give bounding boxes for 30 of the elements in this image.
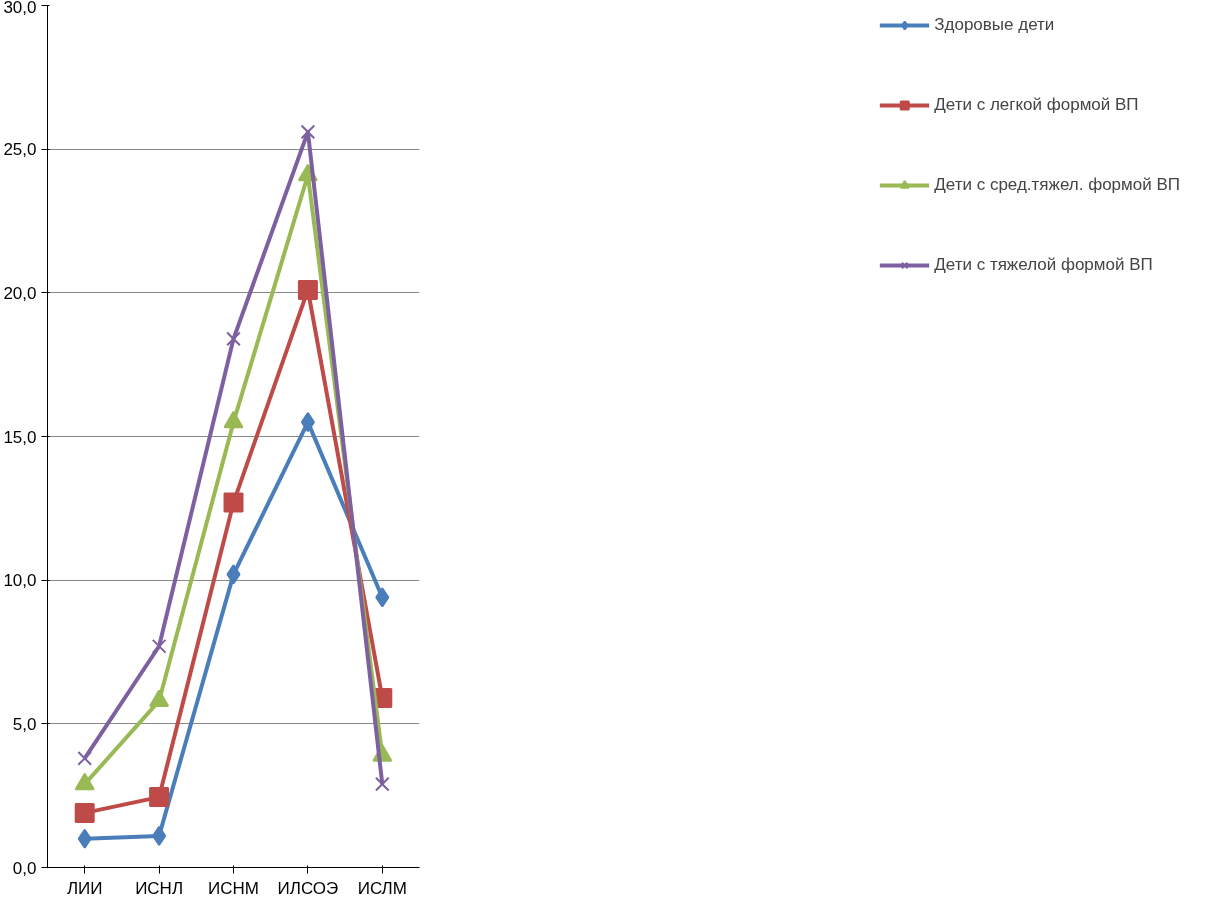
point bbox=[77, 750, 93, 766]
y-tick-label: 20,0 bbox=[3, 283, 37, 303]
point bbox=[226, 564, 241, 585]
point bbox=[152, 825, 167, 846]
y-tick-label: 10,0 bbox=[3, 571, 37, 591]
point bbox=[74, 802, 95, 823]
legend-label: Дети с легкой формой ВП bbox=[934, 95, 1139, 115]
point bbox=[300, 124, 316, 140]
x-tick-label: ЛИИ bbox=[66, 878, 103, 898]
point bbox=[300, 412, 315, 433]
point bbox=[297, 279, 318, 300]
y-tick-label: 15,0 bbox=[3, 427, 37, 447]
point bbox=[151, 638, 167, 654]
point bbox=[226, 331, 241, 347]
point bbox=[149, 787, 170, 808]
legend-label: Здоровые дети bbox=[934, 15, 1055, 35]
y-tick-label: 30,0 bbox=[3, 0, 37, 17]
x-tick-label: ИСНМ bbox=[208, 878, 259, 898]
legend-label: Дети с сред.тяжел. формой ВП bbox=[934, 175, 1180, 195]
point bbox=[223, 492, 244, 513]
y-tick-label: 5,0 bbox=[12, 714, 37, 734]
point bbox=[375, 587, 390, 608]
point bbox=[77, 828, 92, 849]
legend-label: Дети с тяжелой формой ВП bbox=[934, 255, 1153, 275]
x-tick-label: ИЛСОЭ bbox=[277, 878, 339, 898]
y-tick-label: 25,0 bbox=[3, 140, 37, 160]
x-tick-label: ИСНЛ bbox=[135, 878, 184, 898]
y-tick-label: 0,0 bbox=[12, 858, 37, 878]
point bbox=[374, 776, 390, 792]
x-tick-label: ИСЛМ bbox=[357, 878, 407, 898]
